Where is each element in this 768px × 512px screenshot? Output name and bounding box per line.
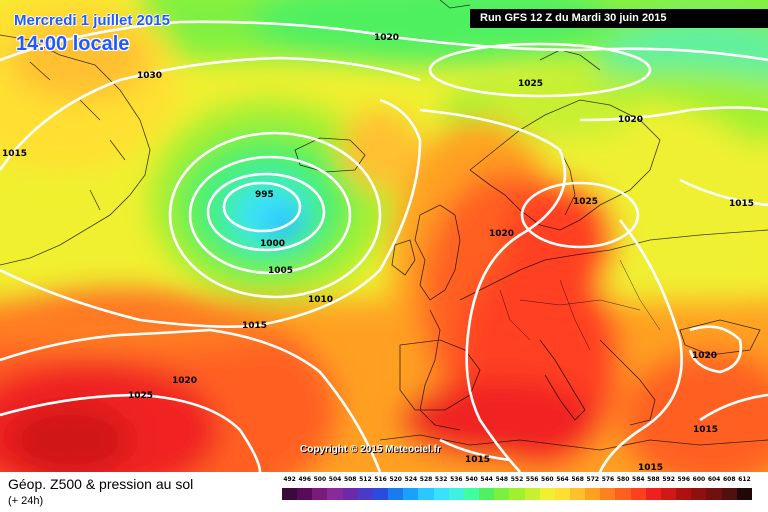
coastlines xyxy=(0,0,768,451)
isobar-label: 1005 xyxy=(268,266,293,276)
legend-label: 520 xyxy=(389,476,402,483)
legend-swatch xyxy=(448,488,464,500)
isobar-label: 1010 xyxy=(308,295,333,305)
legend-swatch xyxy=(691,488,707,500)
legend-swatch xyxy=(554,488,570,500)
legend-swatch xyxy=(645,488,661,500)
legend-label: 548 xyxy=(495,476,509,483)
legend-swatch xyxy=(585,488,601,500)
legend-swatch xyxy=(463,488,480,500)
legend-label: 496 xyxy=(298,476,311,483)
isobar-label: 1015 xyxy=(729,199,754,209)
legend-swatch xyxy=(327,488,343,500)
legend-label: 504 xyxy=(328,476,342,483)
legend-label: 612 xyxy=(738,476,751,483)
legend-swatch xyxy=(403,488,419,500)
legend-label: 512 xyxy=(359,476,372,483)
legend-swatch xyxy=(569,488,586,500)
legend-swatch xyxy=(736,488,752,500)
legend-swatch xyxy=(660,488,677,500)
legend-labels: 492 496 500 504 508 512 516 520 524 528 532 536 540 5… xyxy=(282,476,752,486)
legend-label: 544 xyxy=(480,476,493,483)
isobar-label: 1015 xyxy=(465,455,490,465)
legend-label: 528 xyxy=(419,476,433,483)
copyright-notice: Copyright © 2015 Meteociel.fr xyxy=(300,444,441,455)
legend-swatch xyxy=(342,488,358,500)
model-run-label: Run GFS 12 Z du Mardi 30 juin 2015 xyxy=(470,9,768,28)
product-title: Géop. Z500 & pression au sol xyxy=(8,476,194,492)
forecast-time: 14:00 locale xyxy=(16,33,130,55)
legend-label: 524 xyxy=(404,476,418,483)
legend-label: 580 xyxy=(616,476,630,483)
isobar-label: 1020 xyxy=(489,229,514,239)
isobar-label: 1020 xyxy=(374,33,399,43)
weather-map: 1030 1015 1020 1025 1020 995 1000 1005 1… xyxy=(0,0,768,472)
legend-label: 600 xyxy=(692,476,706,483)
legend-label: 604 xyxy=(707,476,721,483)
legend-label: 592 xyxy=(662,476,675,483)
legend-label: 596 xyxy=(677,476,691,483)
legend-swatch xyxy=(630,488,646,500)
legend-label: 608 xyxy=(722,476,736,483)
legend-swatch xyxy=(676,488,692,500)
isobar-label: 1020 xyxy=(692,351,717,361)
isobar-labels: 1030 1015 1020 1025 1020 995 1000 1005 1… xyxy=(2,33,754,472)
legend-swatch xyxy=(388,488,404,500)
legend-swatch xyxy=(615,488,631,500)
isobar-label: 995 xyxy=(255,190,274,200)
legend-swatch xyxy=(282,488,298,500)
isobar-label: 1000 xyxy=(260,239,285,249)
legend-label: 532 xyxy=(434,476,448,483)
legend-swatch xyxy=(721,488,737,500)
isobar-label: 1015 xyxy=(638,463,663,472)
legend-swatch xyxy=(494,488,510,500)
legend-label: 552 xyxy=(510,476,524,483)
isobars xyxy=(0,20,768,472)
legend-label: 508 xyxy=(343,476,357,483)
isobar-label: 1015 xyxy=(2,149,27,159)
legend-swatch xyxy=(372,488,389,500)
legend-swatch xyxy=(539,488,555,500)
legend-label: 540 xyxy=(465,476,478,483)
legend-swatch xyxy=(297,488,313,500)
legend-swatch xyxy=(357,488,373,500)
lead-time: (+ 24h) xyxy=(8,495,44,507)
legend-swatch xyxy=(509,488,525,500)
legend-label: 584 xyxy=(632,476,645,483)
isobar-label: 1015 xyxy=(242,321,267,331)
legend-label: 516 xyxy=(374,476,387,483)
legend-colorbar xyxy=(282,488,752,500)
isobar-label: 1025 xyxy=(128,391,153,401)
legend-label: 588 xyxy=(647,476,660,483)
legend-label: 572 xyxy=(586,476,600,483)
isobar-label: 1020 xyxy=(618,115,643,125)
legend-swatch xyxy=(600,488,616,500)
legend-swatch xyxy=(312,488,328,500)
legend-label: 576 xyxy=(601,476,615,483)
isobar-label: 1025 xyxy=(573,197,598,207)
isobar-label: 1030 xyxy=(137,71,162,81)
legend-label: 492 xyxy=(283,476,296,483)
legend-label: 560 xyxy=(541,476,554,483)
forecast-date: Mercredi 1 juillet 2015 xyxy=(14,12,170,29)
legend-swatch xyxy=(479,488,495,500)
legend-label: 536 xyxy=(450,476,463,483)
legend-label: 564 xyxy=(556,476,569,483)
legend-swatch xyxy=(524,488,540,500)
legend-label: 568 xyxy=(571,476,584,483)
legend-swatch xyxy=(418,488,434,500)
isobar-label: 1025 xyxy=(518,79,543,89)
legend-label: 556 xyxy=(525,476,539,483)
legend-swatch xyxy=(433,488,449,500)
isobar-label: 1020 xyxy=(172,376,197,386)
color-legend: 492 496 500 504 508 512 516 520 524 528 532 536 540 5… xyxy=(282,476,752,504)
legend-label: 500 xyxy=(313,476,327,483)
isobar-label: 1015 xyxy=(693,425,718,435)
legend-swatch xyxy=(706,488,722,500)
